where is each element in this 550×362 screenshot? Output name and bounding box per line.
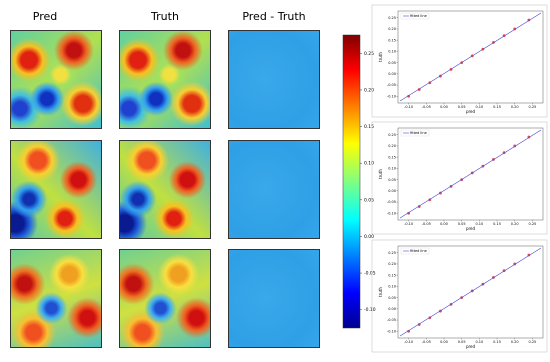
y-tick-label: 0.00 — [388, 307, 396, 311]
y-axis-label: truth — [378, 287, 383, 297]
x-tick-label: 0.10 — [475, 222, 483, 226]
x-tick-label: 0.25 — [528, 105, 536, 109]
y-tick-label: 0.05 — [388, 296, 396, 300]
plot-area — [397, 127, 544, 221]
panel-title: Truth — [150, 10, 179, 23]
panel-frame — [371, 239, 548, 353]
heatmap-pred — [10, 30, 102, 129]
y-tick-label: 0.20 — [388, 27, 396, 31]
x-tick-label: 0.25 — [528, 340, 536, 344]
y-tick-label: 0.20 — [388, 262, 396, 266]
heatmap-diff — [228, 140, 320, 239]
y-tick-label: 0.00 — [388, 72, 396, 76]
heatmap-diff — [228, 30, 320, 129]
plot-area — [397, 10, 544, 104]
heatmap-diff — [228, 249, 320, 348]
y-tick-label: -0.05 — [387, 318, 396, 322]
colorbar-tick-label: 0.05 — [364, 197, 374, 203]
y-tick-label: -0.10 — [387, 211, 396, 215]
x-tick-label: 0.25 — [528, 222, 536, 226]
colorbar — [342, 34, 361, 329]
x-tick-label: 0.00 — [440, 340, 448, 344]
fitted-line — [399, 129, 542, 219]
y-tick-label: 0.15 — [388, 273, 396, 277]
y-tick-label: 0.10 — [388, 285, 396, 289]
y-tick-label: 0.20 — [388, 144, 396, 148]
heatmap-pred — [10, 249, 102, 348]
y-tick-label: 0.05 — [388, 61, 396, 65]
y-tick-label: 0.25 — [388, 251, 396, 255]
heatmap-truth — [119, 249, 211, 348]
x-tick-label: 0.00 — [440, 105, 448, 109]
colorbar-tick-label: 0.20 — [364, 87, 374, 93]
y-tick-label: 0.05 — [388, 178, 396, 182]
y-tick-label: -0.10 — [387, 329, 396, 333]
x-tick-label: -0.10 — [404, 340, 413, 344]
x-axis-label: pred — [466, 109, 476, 114]
heatmap-pred — [10, 140, 102, 239]
legend-box — [400, 12, 430, 20]
x-tick-label: 0.20 — [511, 105, 519, 109]
x-tick-label: 0.15 — [493, 105, 501, 109]
y-tick-label: 0.25 — [388, 16, 396, 20]
legend-box — [400, 247, 430, 255]
x-tick-label: -0.10 — [404, 222, 413, 226]
x-tick-label: 0.20 — [511, 340, 519, 344]
fitted-line — [399, 247, 542, 337]
y-tick-label: 0.25 — [388, 133, 396, 137]
y-tick-label: 0.10 — [388, 167, 396, 171]
plot-area — [397, 245, 544, 339]
x-tick-label: -0.10 — [404, 105, 413, 109]
y-tick-label: 0.15 — [388, 155, 396, 159]
y-tick-label: -0.05 — [387, 83, 396, 87]
colorbar-tick-label: 0.25 — [364, 51, 374, 57]
panel-title: Pred — [33, 10, 57, 23]
x-tick-label: 0.15 — [493, 340, 501, 344]
x-tick-label: 0.15 — [493, 222, 501, 226]
scatter-point — [407, 211, 411, 215]
y-axis-label: truth — [378, 52, 383, 62]
legend-label: fitted line — [410, 249, 427, 253]
x-tick-label: 0.05 — [458, 340, 466, 344]
legend-label: fitted line — [410, 14, 427, 18]
x-axis-label: pred — [466, 226, 476, 231]
legend-label: fitted line — [410, 131, 427, 135]
y-tick-label: -0.05 — [387, 200, 396, 204]
scatter-point — [407, 329, 411, 333]
x-axis-label: pred — [466, 344, 476, 349]
legend-box — [400, 129, 430, 137]
scatter-point — [407, 94, 411, 98]
fitted-line — [399, 12, 542, 102]
panel-title: Pred - Truth — [242, 10, 305, 23]
x-tick-label: 0.20 — [511, 222, 519, 226]
y-tick-label: 0.15 — [388, 38, 396, 42]
x-tick-label: 0.00 — [440, 222, 448, 226]
heatmap-truth — [119, 140, 211, 239]
colorbar-tick-label: -0.10 — [364, 307, 376, 313]
x-tick-label: 0.10 — [475, 340, 483, 344]
colorbar-tick-label: -0.05 — [364, 271, 376, 277]
x-tick-label: -0.05 — [422, 105, 431, 109]
y-tick-label: -0.10 — [387, 94, 396, 98]
x-tick-label: -0.05 — [422, 222, 431, 226]
colorbar-tick-label: 0.00 — [364, 234, 374, 240]
y-tick-label: 0.00 — [388, 189, 396, 193]
x-tick-label: 0.10 — [475, 105, 483, 109]
colorbar-tick-label: 0.10 — [364, 161, 374, 167]
colorbar-tick-label: 0.15 — [364, 124, 374, 130]
panel-frame — [371, 4, 548, 118]
y-tick-label: 0.10 — [388, 50, 396, 54]
panel-frame — [371, 121, 548, 235]
heatmap-truth — [119, 30, 211, 129]
x-tick-label: 0.05 — [458, 105, 466, 109]
x-tick-label: 0.05 — [458, 222, 466, 226]
y-axis-label: truth — [378, 169, 383, 179]
x-tick-label: -0.05 — [422, 340, 431, 344]
